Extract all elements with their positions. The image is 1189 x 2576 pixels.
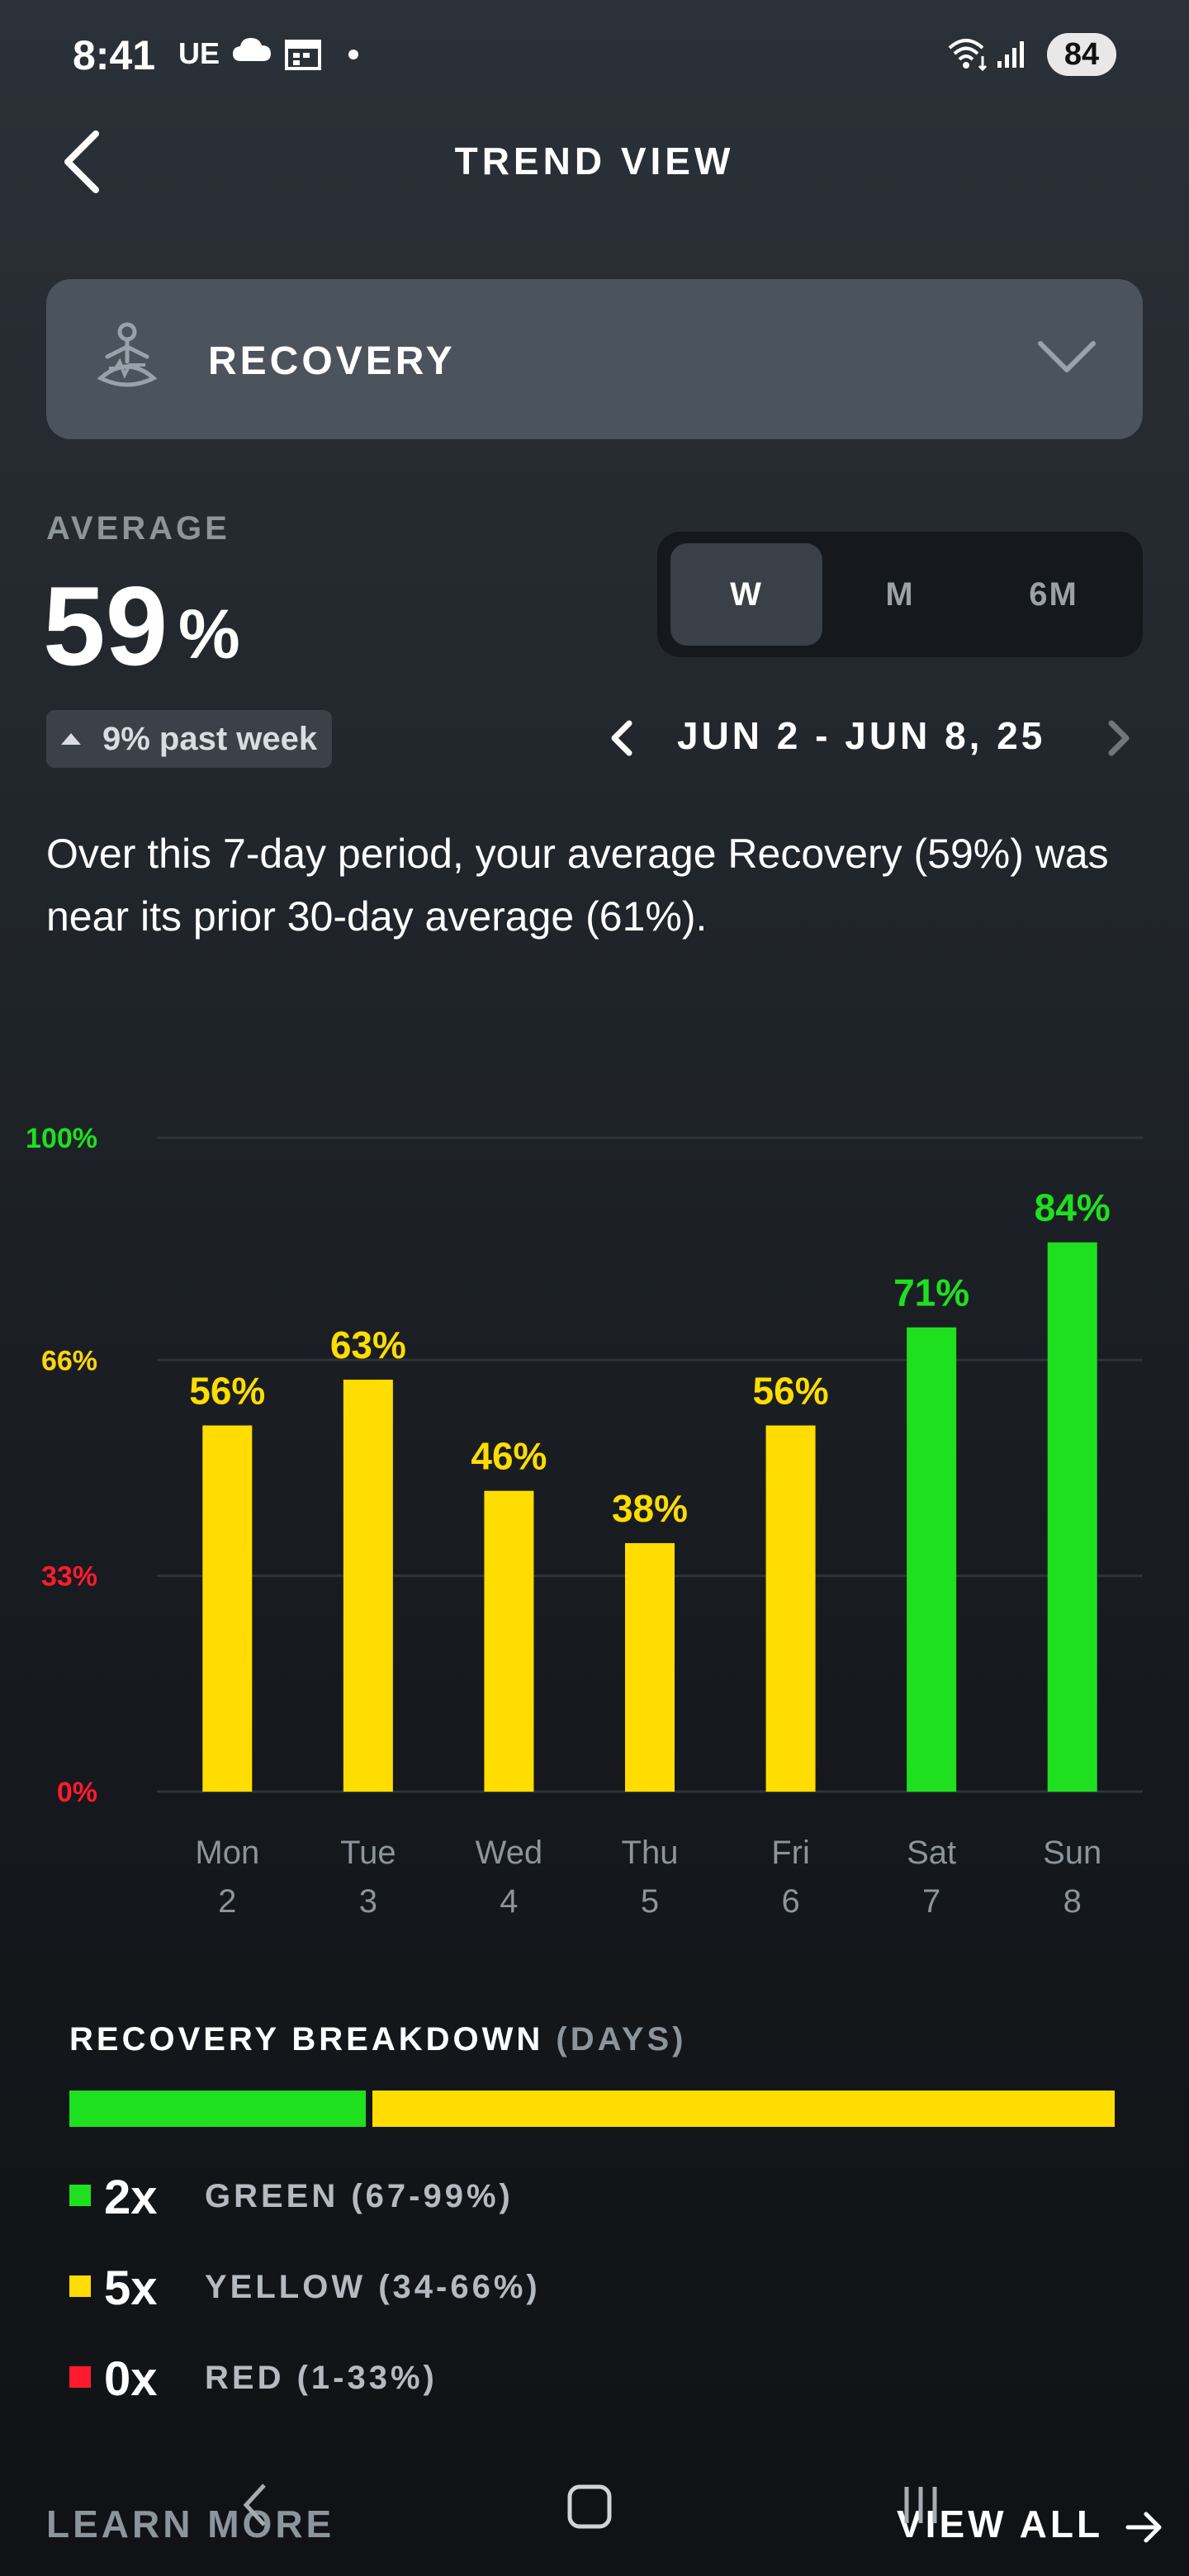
date-range-label: JUN 2 - JUN 8, 25 [677,714,1046,757]
cloud-icon [231,33,272,70]
x-tick-day-number: 7 [922,1883,940,1920]
wifi-icon [946,35,991,77]
x-tick-day-name: Sat [907,1835,956,1871]
legend-swatch-yellow [69,2275,91,2297]
bar-value-label: 56% [189,1369,265,1412]
bar-fri [765,1425,816,1792]
nav-home-icon [567,2484,612,2529]
status-time: 8:41 [73,32,156,78]
y-tick-label: 0% [57,1777,97,1808]
average-delta-badge: 9% past week [46,710,333,768]
x-tick-day-number: 4 [500,1883,518,1920]
legend-label-red: RED (1-33%) [205,2360,438,2396]
recovery-meditation-icon [86,319,168,402]
arrow-right-icon [1125,2512,1162,2543]
system-recents-button[interactable] [900,2480,941,2534]
bar-sat [907,1327,957,1792]
bar-value-label: 63% [330,1324,406,1366]
nav-back-icon [243,2484,266,2526]
x-tick-day-name: Mon [195,1835,259,1871]
legend-count-green: 2x [104,2171,158,2224]
chevron-left-icon [64,130,99,193]
nav-recents-icon [904,2487,937,2523]
bar-thu [625,1543,675,1792]
x-tick-day-number: 3 [359,1883,377,1920]
recovery-bar-chart: 100% 66% 33% 0% 56% Mon 2 63% Tue 3 46% Wed 4 38% Thu 5… [0,1106,1189,1949]
learn-more-link[interactable]: LEARN MORE [46,2503,335,2545]
bar-mon [202,1425,253,1792]
status-bar: 8:41 UE 84 [0,0,1189,107]
breakdown-title: RECOVERY BREAKDOWN (DAYS) [69,2021,687,2058]
previous-period-button[interactable] [608,720,637,760]
breakdown-subtitle: (DAYS) [556,2021,687,2057]
breakdown-segment-green [69,2091,367,2127]
trend-summary-text: Over this 7-day period, your average Rec… [46,831,1109,940]
chart-svg: 100% 66% 33% 0% 56% Mon 2 63% Tue 3 46% Wed 4 38% Thu 5… [26,1123,1143,1920]
breakdown-title-text: RECOVERY BREAKDOWN [69,2021,544,2057]
legend-swatch-green [69,2185,91,2206]
breakdown-segment-yellow [372,2091,1115,2127]
legend-label-green: GREEN (67-99%) [205,2178,514,2214]
average-unit: % [178,595,240,673]
system-back-button[interactable] [239,2480,272,2534]
average-value: 59 [43,563,168,689]
bar-value-label: 71% [893,1271,969,1314]
x-tick-day-name: Fri [771,1835,810,1871]
x-tick-day-name: Wed [476,1835,543,1871]
bar-value-label: 38% [612,1487,688,1530]
x-tick-day-number: 8 [1063,1883,1082,1920]
signal-icon [996,36,1032,73]
metric-selector-dropdown[interactable]: RECOVERY [46,279,1143,439]
legend-swatch-red [69,2366,91,2388]
bar-tue [343,1380,393,1792]
system-home-button[interactable] [565,2482,614,2536]
x-tick-day-name: Thu [622,1835,679,1871]
bar-wed [484,1490,534,1792]
breakdown-distribution-bar [69,2091,1115,2127]
legend-label-yellow: YELLOW (34-66%) [205,2269,541,2305]
x-tick-day-name: Sun [1043,1835,1101,1871]
bar-sun [1047,1242,1097,1792]
period-option-month[interactable]: M [885,576,915,613]
period-toggle: W M 6M [657,532,1143,657]
average-delta-text: 9% past week [102,721,318,757]
carrier-label: UE [178,36,220,70]
legend-count-yellow: 5x [104,2261,158,2315]
y-tick-label: 100% [26,1123,97,1154]
notification-dot-icon [348,50,358,59]
calendar-icon [284,36,322,75]
battery-indicator: 84 [1047,33,1116,76]
next-period-button[interactable] [1103,720,1133,760]
x-tick-day-name: Tue [340,1835,396,1871]
y-tick-label: 66% [41,1345,97,1376]
x-tick-day-number: 5 [641,1883,659,1920]
legend-count-red: 0x [104,2352,158,2406]
chevron-left-icon [611,720,632,756]
x-tick-day-number: 6 [781,1883,799,1920]
page-title: TREND VIEW [454,140,735,182]
period-option-week[interactable]: W [670,543,822,646]
chevron-right-icon [1108,720,1130,756]
average-label: AVERAGE [46,510,230,547]
view-all-link[interactable]: VIEW ALL [897,2502,1164,2546]
metric-selector-label: RECOVERY [208,339,456,383]
bar-value-label: 46% [471,1435,547,1478]
y-tick-label: 33% [41,1561,97,1593]
triangle-up-icon [61,733,81,745]
back-button[interactable] [59,129,109,195]
period-option-6month[interactable]: 6M [1029,576,1078,613]
bar-value-label: 84% [1035,1186,1111,1229]
x-tick-day-number: 2 [218,1883,236,1920]
bar-value-label: 56% [753,1369,829,1412]
chevron-down-icon [1037,337,1097,381]
view-all-label: VIEW ALL [897,2503,1103,2545]
